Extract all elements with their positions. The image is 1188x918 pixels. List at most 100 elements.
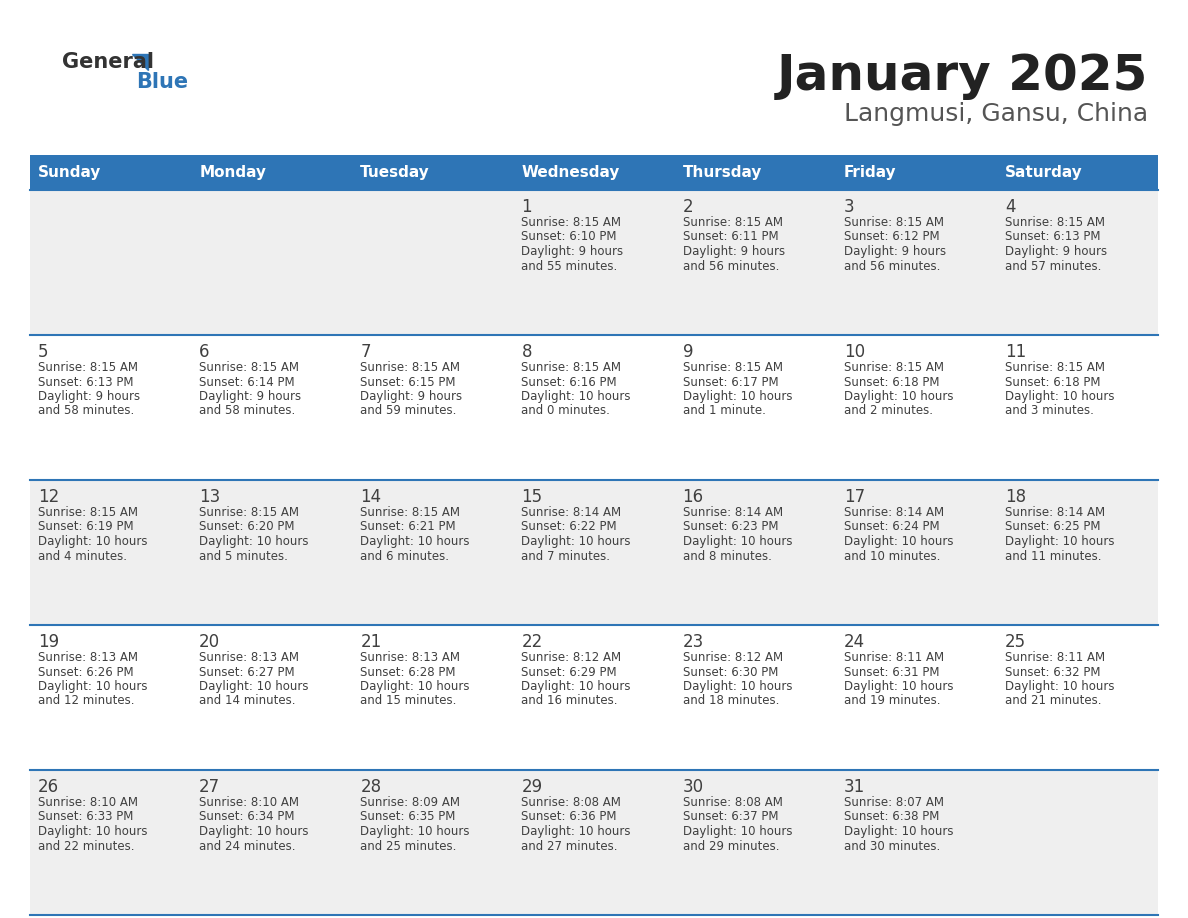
Text: Sunrise: 8:13 AM: Sunrise: 8:13 AM (200, 651, 299, 664)
Text: Daylight: 10 hours: Daylight: 10 hours (522, 680, 631, 693)
Text: and 30 minutes.: and 30 minutes. (843, 839, 940, 853)
Text: Daylight: 10 hours: Daylight: 10 hours (1005, 535, 1114, 548)
Text: Sunrise: 8:15 AM: Sunrise: 8:15 AM (683, 216, 783, 229)
Text: Daylight: 10 hours: Daylight: 10 hours (683, 825, 792, 838)
Text: 22: 22 (522, 633, 543, 651)
Text: Daylight: 10 hours: Daylight: 10 hours (38, 825, 147, 838)
Text: 6: 6 (200, 343, 209, 361)
Text: Daylight: 10 hours: Daylight: 10 hours (200, 680, 309, 693)
Text: Sunday: Sunday (38, 165, 101, 180)
Text: 5: 5 (38, 343, 49, 361)
Text: Sunset: 6:35 PM: Sunset: 6:35 PM (360, 811, 456, 823)
Text: Sunset: 6:28 PM: Sunset: 6:28 PM (360, 666, 456, 678)
Text: Sunrise: 8:14 AM: Sunrise: 8:14 AM (1005, 506, 1105, 519)
Text: Daylight: 10 hours: Daylight: 10 hours (522, 390, 631, 403)
Text: Daylight: 10 hours: Daylight: 10 hours (360, 535, 469, 548)
Text: Sunset: 6:21 PM: Sunset: 6:21 PM (360, 521, 456, 533)
Text: Sunrise: 8:08 AM: Sunrise: 8:08 AM (522, 796, 621, 809)
Text: 28: 28 (360, 778, 381, 796)
Text: Sunrise: 8:13 AM: Sunrise: 8:13 AM (38, 651, 138, 664)
Text: Sunset: 6:27 PM: Sunset: 6:27 PM (200, 666, 295, 678)
Text: Sunset: 6:17 PM: Sunset: 6:17 PM (683, 375, 778, 388)
Text: Sunrise: 8:15 AM: Sunrise: 8:15 AM (360, 506, 460, 519)
Text: and 27 minutes.: and 27 minutes. (522, 839, 618, 853)
Text: Sunrise: 8:15 AM: Sunrise: 8:15 AM (843, 216, 943, 229)
Text: Daylight: 9 hours: Daylight: 9 hours (843, 245, 946, 258)
Text: 21: 21 (360, 633, 381, 651)
Text: 17: 17 (843, 488, 865, 506)
Text: Daylight: 9 hours: Daylight: 9 hours (360, 390, 462, 403)
Text: and 58 minutes.: and 58 minutes. (38, 405, 134, 418)
Text: 3: 3 (843, 198, 854, 216)
Text: and 14 minutes.: and 14 minutes. (200, 695, 296, 708)
Polygon shape (132, 54, 148, 70)
Text: 4: 4 (1005, 198, 1016, 216)
Text: Sunrise: 8:15 AM: Sunrise: 8:15 AM (200, 361, 299, 374)
Bar (30, 190, 1158, 335)
Text: Sunrise: 8:15 AM: Sunrise: 8:15 AM (1005, 361, 1105, 374)
Text: Daylight: 10 hours: Daylight: 10 hours (360, 680, 469, 693)
Text: 12: 12 (38, 488, 59, 506)
Text: 19: 19 (38, 633, 59, 651)
Text: 20: 20 (200, 633, 220, 651)
Text: Sunset: 6:11 PM: Sunset: 6:11 PM (683, 230, 778, 243)
Text: and 18 minutes.: and 18 minutes. (683, 695, 779, 708)
Text: Sunset: 6:29 PM: Sunset: 6:29 PM (522, 666, 617, 678)
Text: Langmusi, Gansu, China: Langmusi, Gansu, China (843, 102, 1148, 126)
Text: Daylight: 10 hours: Daylight: 10 hours (38, 680, 147, 693)
Text: 2: 2 (683, 198, 693, 216)
Text: Tuesday: Tuesday (360, 165, 430, 180)
Text: and 8 minutes.: and 8 minutes. (683, 550, 771, 563)
Text: Sunrise: 8:14 AM: Sunrise: 8:14 AM (522, 506, 621, 519)
Text: Sunrise: 8:08 AM: Sunrise: 8:08 AM (683, 796, 783, 809)
Text: and 5 minutes.: and 5 minutes. (200, 550, 287, 563)
Text: Sunset: 6:20 PM: Sunset: 6:20 PM (200, 521, 295, 533)
Text: Sunrise: 8:15 AM: Sunrise: 8:15 AM (522, 361, 621, 374)
Text: and 2 minutes.: and 2 minutes. (843, 405, 933, 418)
Text: Friday: Friday (843, 165, 896, 180)
Text: and 3 minutes.: and 3 minutes. (1005, 405, 1094, 418)
Text: Sunrise: 8:14 AM: Sunrise: 8:14 AM (843, 506, 943, 519)
Text: 14: 14 (360, 488, 381, 506)
Text: Daylight: 9 hours: Daylight: 9 hours (38, 390, 140, 403)
Text: Sunset: 6:33 PM: Sunset: 6:33 PM (38, 811, 133, 823)
Bar (30, 770, 1158, 915)
Text: and 12 minutes.: and 12 minutes. (38, 695, 134, 708)
Text: Sunset: 6:37 PM: Sunset: 6:37 PM (683, 811, 778, 823)
Bar (30, 480, 1158, 625)
Text: 7: 7 (360, 343, 371, 361)
Text: Daylight: 10 hours: Daylight: 10 hours (843, 535, 953, 548)
Text: Daylight: 10 hours: Daylight: 10 hours (200, 535, 309, 548)
Text: Sunrise: 8:12 AM: Sunrise: 8:12 AM (522, 651, 621, 664)
Text: and 22 minutes.: and 22 minutes. (38, 839, 134, 853)
Text: and 58 minutes.: and 58 minutes. (200, 405, 296, 418)
Text: Sunrise: 8:15 AM: Sunrise: 8:15 AM (360, 361, 460, 374)
Text: and 16 minutes.: and 16 minutes. (522, 695, 618, 708)
Text: Daylight: 10 hours: Daylight: 10 hours (1005, 390, 1114, 403)
Text: and 4 minutes.: and 4 minutes. (38, 550, 127, 563)
Text: Sunset: 6:23 PM: Sunset: 6:23 PM (683, 521, 778, 533)
Text: and 7 minutes.: and 7 minutes. (522, 550, 611, 563)
Text: Sunrise: 8:09 AM: Sunrise: 8:09 AM (360, 796, 460, 809)
Text: Daylight: 10 hours: Daylight: 10 hours (522, 825, 631, 838)
Bar (30, 155, 1158, 190)
Text: Sunset: 6:16 PM: Sunset: 6:16 PM (522, 375, 617, 388)
Text: Sunrise: 8:13 AM: Sunrise: 8:13 AM (360, 651, 460, 664)
Text: and 15 minutes.: and 15 minutes. (360, 695, 456, 708)
Text: and 56 minutes.: and 56 minutes. (843, 260, 940, 273)
Text: 15: 15 (522, 488, 543, 506)
Text: 10: 10 (843, 343, 865, 361)
Text: 11: 11 (1005, 343, 1026, 361)
Text: Thursday: Thursday (683, 165, 762, 180)
Text: Sunrise: 8:11 AM: Sunrise: 8:11 AM (843, 651, 943, 664)
Text: and 1 minute.: and 1 minute. (683, 405, 765, 418)
Text: January 2025: January 2025 (777, 52, 1148, 100)
Text: Monday: Monday (200, 165, 266, 180)
Text: Sunset: 6:15 PM: Sunset: 6:15 PM (360, 375, 456, 388)
Text: Blue: Blue (135, 72, 188, 92)
Text: and 59 minutes.: and 59 minutes. (360, 405, 456, 418)
Text: 29: 29 (522, 778, 543, 796)
Text: Sunrise: 8:10 AM: Sunrise: 8:10 AM (38, 796, 138, 809)
Text: Daylight: 10 hours: Daylight: 10 hours (38, 535, 147, 548)
Text: Daylight: 10 hours: Daylight: 10 hours (683, 390, 792, 403)
